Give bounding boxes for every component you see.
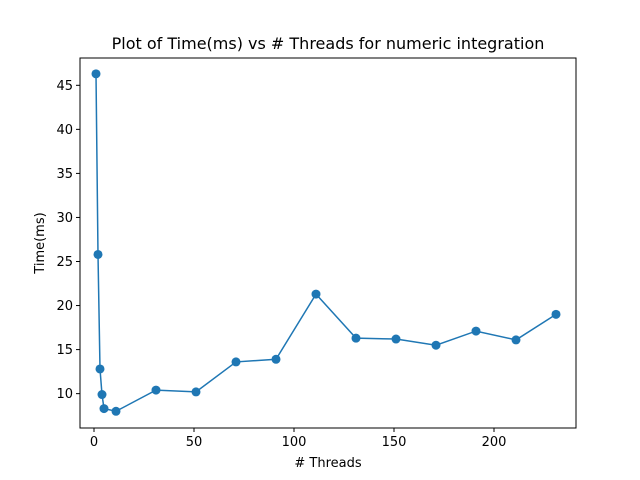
x-axis-ticks: 0 50 100 150 200 bbox=[90, 428, 507, 450]
data-point bbox=[93, 249, 103, 259]
data-point bbox=[471, 326, 481, 336]
data-point bbox=[97, 390, 107, 400]
data-point bbox=[271, 354, 281, 364]
data-point bbox=[551, 309, 561, 319]
y-tick-label: 35 bbox=[56, 167, 73, 182]
y-axis-label: Time(ms) bbox=[33, 212, 48, 274]
plot-frame bbox=[79, 57, 577, 429]
y-tick-label: 15 bbox=[56, 343, 73, 358]
data-point bbox=[391, 334, 401, 344]
y-tick-label: 25 bbox=[56, 255, 73, 270]
x-tick-label: 200 bbox=[482, 435, 507, 450]
data-point bbox=[99, 404, 109, 414]
y-tick-label: 40 bbox=[56, 123, 73, 138]
data-point bbox=[311, 289, 321, 299]
x-tick-label: 100 bbox=[282, 435, 307, 450]
y-tick-label: 10 bbox=[56, 387, 73, 402]
data-point bbox=[91, 69, 101, 79]
data-point bbox=[151, 385, 161, 395]
data-point bbox=[95, 364, 105, 374]
data-point bbox=[351, 333, 361, 343]
y-tick-label: 30 bbox=[56, 211, 73, 226]
x-tick-label: 0 bbox=[90, 435, 98, 450]
plot-area bbox=[80, 58, 576, 428]
y-tick-label: 20 bbox=[56, 299, 73, 314]
data-point bbox=[511, 335, 521, 345]
series-points bbox=[91, 69, 561, 416]
y-axis-ticks: 10 15 20 25 30 35 40 45 bbox=[56, 79, 80, 402]
data-point bbox=[431, 340, 441, 350]
x-tick-label: 50 bbox=[186, 435, 203, 450]
data-point bbox=[191, 387, 201, 397]
x-tick-label: 150 bbox=[382, 435, 407, 450]
chart-title: Plot of Time(ms) vs # Threads for numeri… bbox=[112, 34, 545, 53]
x-axis-label: # Threads bbox=[294, 456, 361, 471]
data-point bbox=[231, 357, 241, 367]
y-tick-label: 45 bbox=[56, 79, 73, 94]
data-point bbox=[111, 406, 121, 416]
